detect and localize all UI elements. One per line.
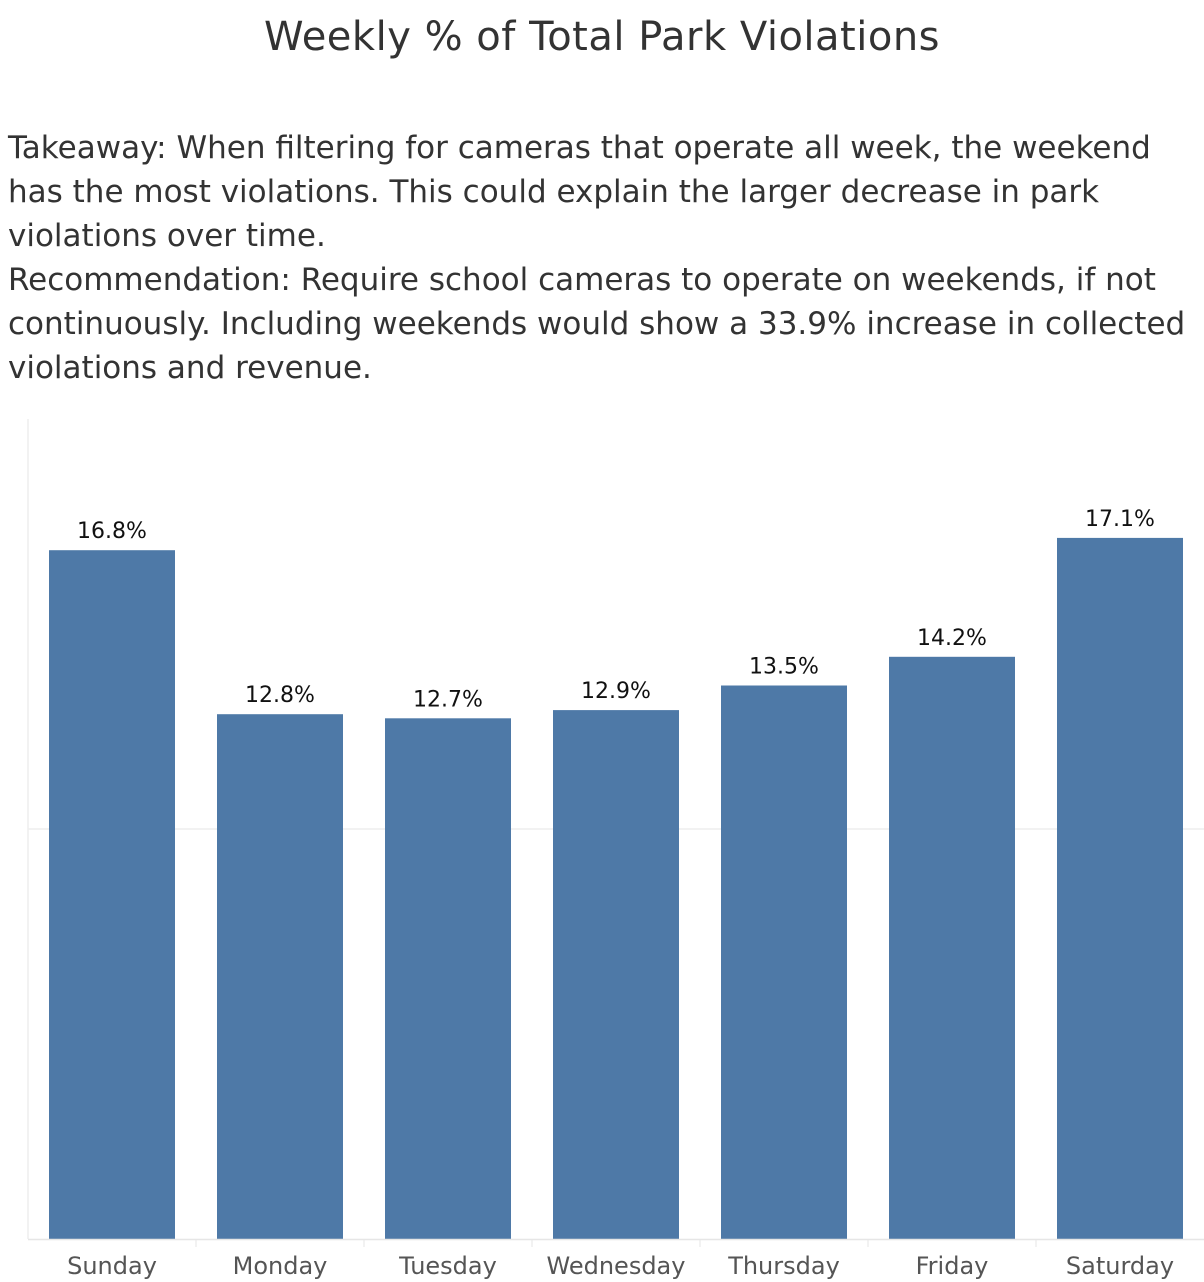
bar-wednesday xyxy=(553,710,679,1239)
data-label-sunday: 16.8% xyxy=(77,519,147,544)
bar-thursday xyxy=(721,685,847,1239)
data-label-tuesday: 12.7% xyxy=(413,687,483,712)
bar-sunday xyxy=(49,550,175,1239)
x-tick-label-monday: Monday xyxy=(233,1252,328,1280)
x-tick-label-sunday: Sunday xyxy=(67,1252,157,1280)
x-tick-label-wednesday: Wednesday xyxy=(547,1252,686,1280)
recommendation-text: Recommendation: Require school cameras t… xyxy=(8,262,1186,386)
x-tick-label-thursday: Thursday xyxy=(727,1252,840,1280)
data-label-wednesday: 12.9% xyxy=(581,679,651,704)
takeaway-text: Takeaway: When filtering for cameras tha… xyxy=(8,130,1151,254)
bar-tuesday xyxy=(385,718,511,1239)
data-label-thursday: 13.5% xyxy=(749,655,819,680)
x-tick-label-saturday: Saturday xyxy=(1066,1252,1174,1280)
data-label-friday: 14.2% xyxy=(917,626,987,651)
chart-description: Takeaway: When filtering for cameras tha… xyxy=(8,126,1198,390)
bar-monday xyxy=(217,714,343,1239)
x-tick-label-friday: Friday xyxy=(916,1252,989,1280)
x-tick-label-tuesday: Tuesday xyxy=(398,1252,497,1280)
data-label-monday: 12.8% xyxy=(245,683,315,708)
bar-saturday xyxy=(1057,537,1183,1239)
chart-title: Weekly % of Total Park Violations xyxy=(263,14,941,60)
bar-friday xyxy=(889,656,1015,1239)
data-label-saturday: 17.1% xyxy=(1085,507,1155,532)
